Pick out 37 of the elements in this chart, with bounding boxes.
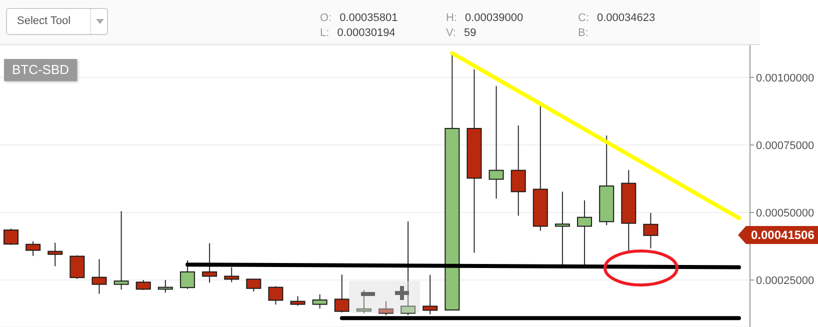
candlestick xyxy=(202,242,218,284)
candlestick xyxy=(180,260,195,290)
text: L: 0.00030194 xyxy=(320,27,396,39)
candlestick xyxy=(4,228,18,246)
candlestick xyxy=(400,220,416,316)
candlestick xyxy=(510,124,526,216)
candlestick xyxy=(224,266,240,283)
text: BTC-SBD xyxy=(4,59,77,81)
candlestick xyxy=(26,240,41,256)
text: B: xyxy=(578,27,588,39)
candlestick xyxy=(290,296,306,306)
text: H: 0.00039000 xyxy=(446,12,524,24)
candlestick xyxy=(577,200,592,266)
candlestick xyxy=(554,191,570,266)
candlestick xyxy=(378,300,394,316)
candlestick xyxy=(114,210,129,290)
candlestick xyxy=(334,274,350,313)
candlestick xyxy=(246,278,262,292)
y-tick-label: 0.00050000 xyxy=(756,207,814,220)
candlestick xyxy=(312,294,328,310)
text: Select Tool xyxy=(17,15,71,27)
candlestick xyxy=(268,286,284,306)
text: C: 0.00034623 xyxy=(578,12,656,24)
y-tick-label: 0.00075000 xyxy=(756,140,814,152)
candlestick xyxy=(356,289,372,314)
candlestick xyxy=(92,258,107,294)
candlestick xyxy=(488,86,504,200)
candlestick xyxy=(70,254,85,280)
text: 0.00041506 xyxy=(751,228,814,242)
y-tick-label: 0.00025000 xyxy=(756,274,814,287)
text: O: 0.00035801 xyxy=(320,12,398,24)
candlestick xyxy=(48,242,63,267)
candlestick xyxy=(422,274,438,315)
y-tick-label: 0.00100000 xyxy=(756,72,814,84)
text: V: 59 xyxy=(446,27,476,39)
candlestick xyxy=(643,212,658,249)
candlestick xyxy=(136,280,151,290)
